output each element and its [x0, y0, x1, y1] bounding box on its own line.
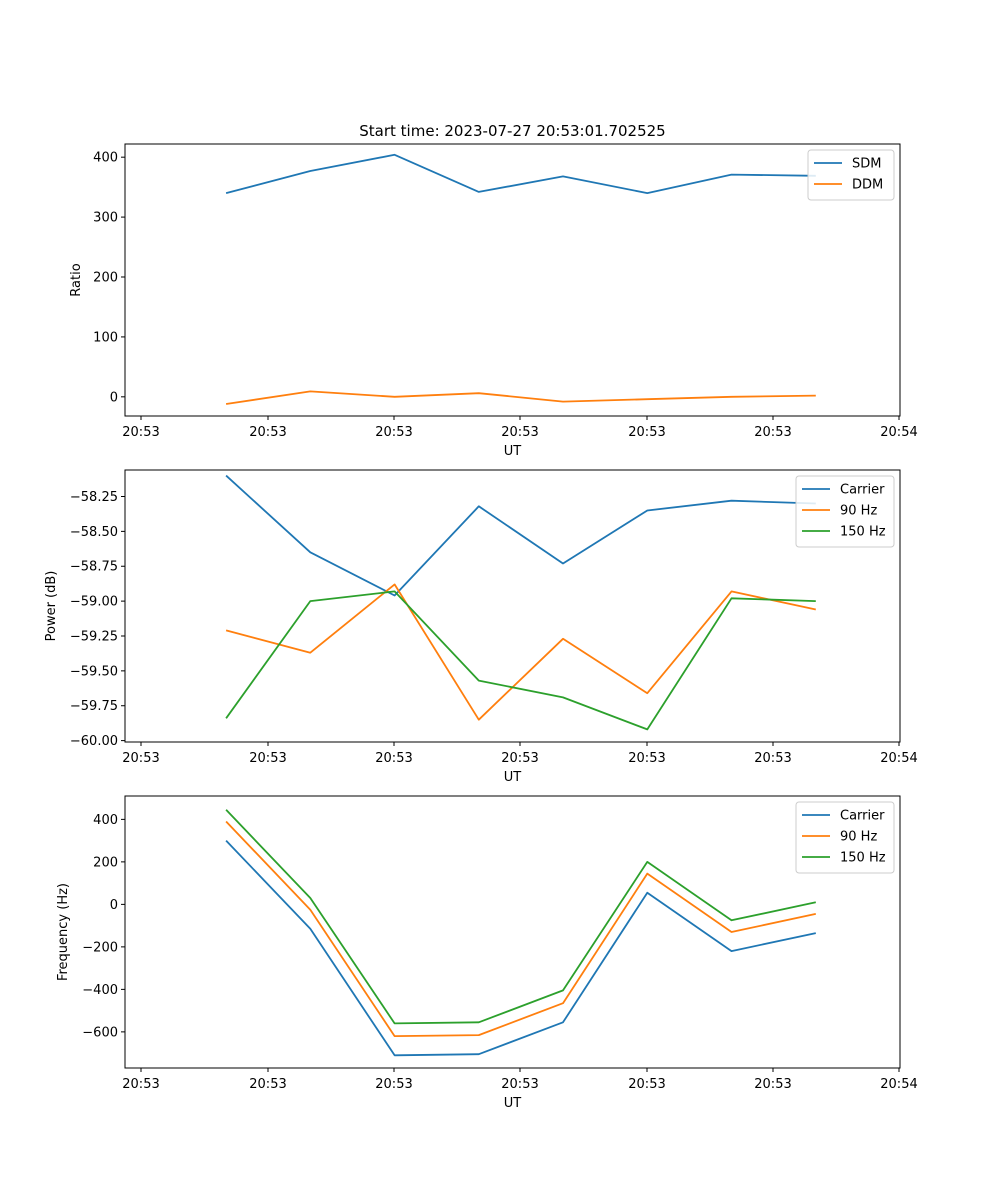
x-tick-label: 20:53 — [122, 751, 159, 766]
legend: Carrier 90 Hz 150 Hz — [795, 801, 895, 874]
y-tick-label: 0 — [110, 898, 118, 913]
x-axis-label: UT — [504, 770, 522, 785]
x-tick-label: 20:53 — [628, 1077, 665, 1092]
x-tick-label: 20:53 — [122, 1077, 159, 1092]
legend-label: DDM — [852, 178, 883, 193]
x-tick-label: 20:53 — [249, 425, 286, 440]
x-tick-label: 20:53 — [249, 751, 286, 766]
x-tick-label: 20:53 — [375, 751, 412, 766]
x-tick-label: 20:53 — [122, 425, 159, 440]
y-tick-label: −60.00 — [70, 734, 118, 749]
y-tick-label: −59.25 — [70, 629, 118, 644]
x-tick-label: 20:54 — [880, 1077, 917, 1092]
y-tick-label: −59.00 — [70, 595, 118, 610]
y-axis-label: Frequency (Hz) — [56, 883, 71, 981]
y-tick-label: 300 — [93, 211, 118, 226]
legend-label: SDM — [852, 157, 881, 172]
x-tick-label: 20:53 — [754, 425, 791, 440]
y-tick-label: −58.50 — [70, 525, 118, 540]
plot-frame — [124, 469, 901, 743]
x-tick-label: 20:54 — [880, 425, 917, 440]
x-axis-label: UT — [504, 444, 522, 459]
y-tick-label: 400 — [93, 151, 118, 166]
x-tick-label: 20:53 — [754, 1077, 791, 1092]
y-tick-label: 200 — [93, 855, 118, 870]
y-tick-label: 100 — [93, 330, 118, 345]
x-tick-label: 20:53 — [501, 751, 538, 766]
legend-label: 150 Hz — [840, 525, 886, 540]
series-line-ddm — [225, 390, 816, 405]
legend: SDM DDM — [807, 149, 895, 201]
x-tick-label: 20:53 — [375, 1077, 412, 1092]
legend-label: 90 Hz — [840, 830, 877, 845]
legend-label: Carrier — [840, 483, 885, 498]
y-tick-label: −59.75 — [70, 699, 118, 714]
series-line-carrier — [225, 839, 816, 1057]
y-axis-label: Ratio — [69, 263, 84, 296]
y-tick-label: −58.25 — [70, 490, 118, 505]
y-axis-label: Power (dB) — [44, 571, 59, 642]
y-tick-label: −58.75 — [70, 560, 118, 575]
y-tick-label: −200 — [82, 940, 118, 955]
x-tick-label: 20:53 — [501, 425, 538, 440]
series-line-90-hz — [225, 583, 816, 721]
y-tick-label: −59.50 — [70, 664, 118, 679]
x-tick-label: 20:53 — [375, 425, 412, 440]
legend-label: Carrier — [840, 809, 885, 824]
x-tick-label: 20:54 — [880, 751, 917, 766]
chart-panel-3: 20:53 20:53 20:53 20:53 20:53 20:53 20:54 400 20… — [56, 795, 918, 1111]
legend-label: 90 Hz — [840, 504, 877, 519]
legend: Carrier 90 Hz 150 Hz — [795, 475, 895, 548]
series-line-150-hz — [225, 590, 816, 731]
y-tick-label: 0 — [110, 390, 118, 405]
plot-frame — [124, 143, 901, 417]
x-tick-label: 20:53 — [628, 425, 665, 440]
x-axis-label: UT — [504, 1096, 522, 1111]
plot-frame — [124, 795, 901, 1069]
x-tick-label: 20:53 — [628, 751, 665, 766]
y-tick-label: 400 — [93, 813, 118, 828]
legend-box — [795, 801, 895, 874]
series-line-150-hz — [225, 809, 816, 1025]
chart-panel-2: 20:53 20:53 20:53 20:53 20:53 20:53 20:54 −58.2… — [44, 469, 918, 785]
x-tick-label: 20:53 — [249, 1077, 286, 1092]
y-tick-label: 200 — [93, 271, 118, 286]
series-line-carrier — [225, 474, 816, 597]
y-tick-label: −600 — [82, 1025, 118, 1040]
series-line-90-hz — [225, 820, 816, 1037]
legend-box — [795, 475, 895, 548]
legend-label: 150 Hz — [840, 851, 886, 866]
figure-title: Start time: 2023-07-27 20:53:01.702525 — [359, 122, 665, 140]
x-tick-label: 20:53 — [754, 751, 791, 766]
y-tick-label: −400 — [82, 983, 118, 998]
x-tick-label: 20:53 — [501, 1077, 538, 1092]
chart-panel-1: 20:53 20:53 20:53 20:53 20:53 20:53 20:54 0 100 2… — [69, 143, 918, 459]
series-line-sdm — [225, 153, 816, 195]
